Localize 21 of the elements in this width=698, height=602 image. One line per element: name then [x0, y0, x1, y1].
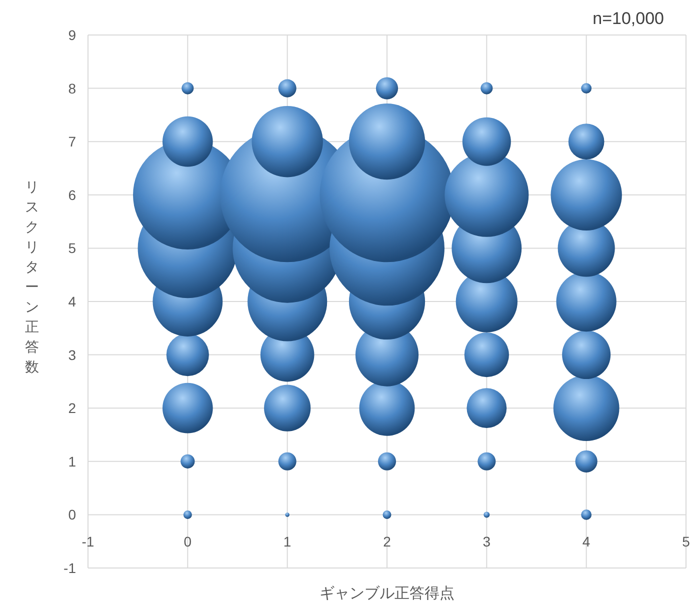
y-tick-label: 0: [68, 506, 76, 523]
x-tick-label: 0: [184, 534, 192, 550]
x-tick-label: -1: [82, 534, 94, 550]
x-tick-label: 5: [682, 534, 690, 550]
y-tick-label: 4: [68, 294, 76, 310]
y-tick-label: 7: [68, 134, 76, 150]
x-tick-label: 1: [283, 534, 292, 550]
x-tick-label: 3: [482, 534, 491, 550]
y-tick-label: 3: [68, 346, 76, 363]
x-tick-label: 4: [582, 534, 590, 550]
y-tick-label: 5: [68, 240, 76, 256]
x-tick-label: 2: [383, 534, 392, 550]
x-axis-title: ギャンブル正答得点: [320, 585, 454, 602]
text: リスクリターン正答数: [25, 178, 39, 374]
y-tick-label: 6: [68, 186, 76, 203]
text: n=10,000: [592, 9, 664, 28]
y-tick-label: -1: [64, 560, 76, 576]
y-tick-label: 8: [68, 80, 76, 96]
y-tick-label: 2: [68, 400, 76, 416]
y-tick-label: 1: [68, 453, 76, 470]
y-tick-label: 9: [68, 27, 76, 43]
